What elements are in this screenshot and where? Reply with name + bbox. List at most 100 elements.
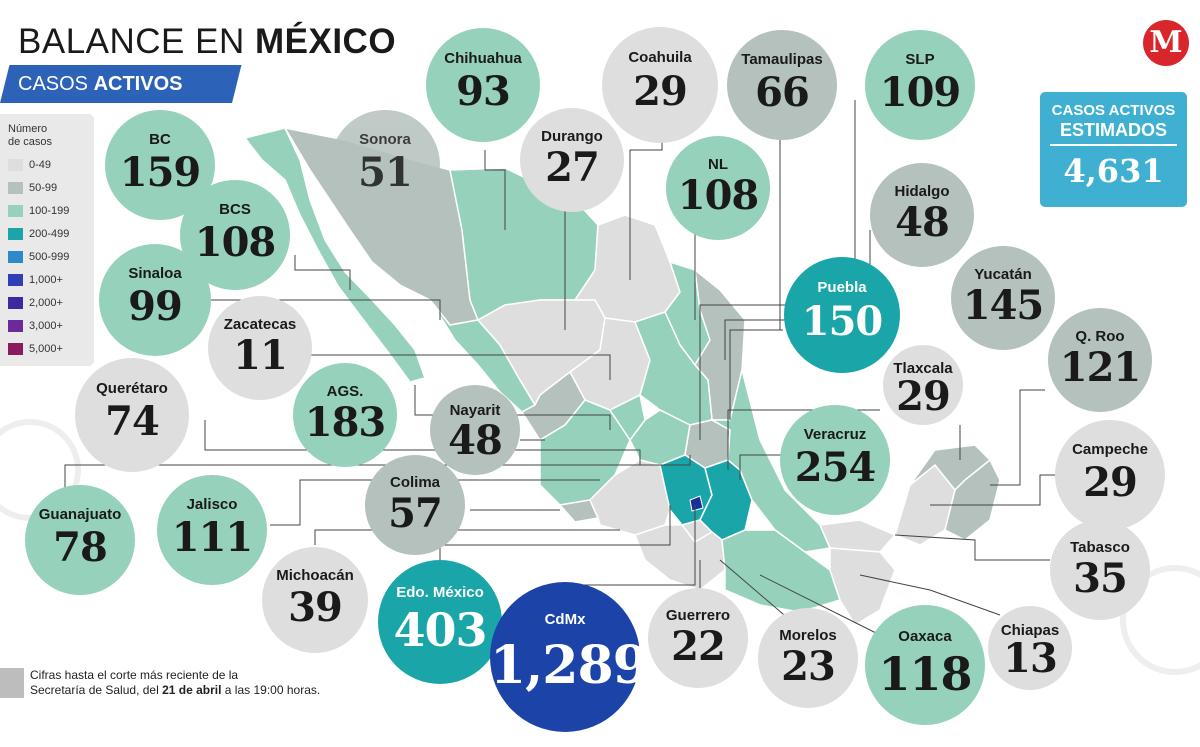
state-bubble-yucatan: Yucatán 145 (951, 246, 1055, 350)
footnote-line2-pre: Secretaría de Salud, del (30, 683, 163, 697)
state-value: 183 (304, 399, 387, 447)
milenio-logo: M (1143, 20, 1189, 66)
state-name: Sonora (359, 130, 411, 148)
legend-item: 2,000+ (8, 296, 63, 310)
legend-label: 3,000+ (29, 320, 63, 332)
region-jalisco (539, 399, 631, 506)
state-name: Chiapas (1000, 621, 1060, 639)
state-value: 11 (233, 332, 288, 380)
state-value: 39 (288, 584, 343, 632)
state-name: Colima (389, 474, 440, 491)
state-name: Jalisco (186, 495, 238, 513)
page-title: BALANCE EN MÉXICO (18, 22, 396, 62)
legend-swatch (8, 297, 23, 309)
state-value: 145 (962, 282, 1045, 330)
legend-label: 5,000+ (29, 343, 63, 355)
estimate-label-line1: CASOS ACTIVOS (1051, 102, 1176, 119)
state-bubble-michoacan: Michoacán 39 (262, 547, 368, 653)
state-value: 57 (388, 490, 443, 537)
legend-item: 5,000+ (8, 342, 63, 356)
state-name: Guerrero (665, 607, 731, 624)
state-bubble-chihuahua: Chihuahua 93 (426, 28, 540, 142)
state-name: Tlaxcala (893, 360, 953, 378)
footnote-line2: Secretaría de Salud, del 21 de abril a l… (30, 683, 320, 698)
legend-title: Número de casos (8, 123, 52, 149)
state-bubble-sinaloa: Sinaloa 99 (99, 244, 211, 356)
state-bubble-tabasco: Tabasco 35 (1050, 520, 1150, 620)
state-name: Morelos (779, 627, 837, 644)
state-name: Coahuila (628, 49, 692, 67)
state-name: Puebla (817, 279, 867, 297)
legend-swatch (8, 343, 23, 355)
subtitle-light: CASOS (18, 73, 94, 95)
state-bubble-puebla: Puebla 150 (784, 257, 900, 373)
region-guerrero (634, 524, 726, 591)
state-bubble-cdmx: CdMx 1,289 (490, 582, 649, 732)
state-name: BCS (219, 200, 251, 218)
note-marker (0, 668, 24, 698)
legend-label: 100-199 (29, 205, 70, 217)
region-veracruz (709, 369, 832, 553)
legend-label: 1,000+ (29, 274, 63, 286)
state-name: Zacatecas (223, 315, 297, 333)
legend-item: 1,000+ (8, 273, 63, 287)
legend-item: 100-199 (8, 204, 69, 218)
state-name: CdMx (544, 610, 586, 628)
state-name: Sinaloa (128, 265, 182, 283)
state-value: 118 (878, 647, 972, 701)
state-bubble-tlaxcala: Tlaxcala 29 (883, 345, 963, 425)
state-value: 109 (879, 68, 962, 116)
title-bold: MÉXICO (254, 22, 397, 61)
state-name: Tamaulipas (741, 50, 823, 68)
legend-label: 500-999 (29, 251, 70, 263)
region-tabasco (818, 519, 897, 553)
state-name: Guanajuato (38, 505, 122, 523)
footnote: Cifras hasta el corte más reciente de la… (30, 668, 320, 698)
state-value: 78 (53, 523, 108, 571)
legend-item: 0-49 (8, 158, 51, 172)
state-bubble-guerrero: Guerrero 22 (648, 588, 748, 688)
state-bubble-q-roo: Q. Roo 121 (1048, 308, 1152, 412)
legend-swatch (8, 251, 23, 263)
state-value: 48 (448, 416, 503, 464)
state-bubble-morelos: Morelos 23 (758, 608, 858, 708)
state-name: Oaxaca (898, 627, 952, 645)
state-name: Q. Roo (1075, 327, 1125, 345)
legend-label: 2,000+ (29, 297, 63, 309)
state-name: Michoacán (276, 567, 354, 585)
state-bubble-coahuila: Coahuila 29 (602, 27, 718, 143)
legend-swatch (8, 228, 23, 240)
state-bubble-sonora: Sonora 51 (330, 110, 440, 220)
state-value: 48 (895, 199, 950, 247)
legend-label: 0-49 (29, 159, 52, 171)
state-value: 22 (671, 623, 726, 670)
estimate-separator (1050, 144, 1177, 146)
state-name: Nayarit (449, 402, 501, 420)
state-value: 29 (1083, 458, 1138, 506)
state-bubble-slp: SLP 109 (865, 30, 975, 140)
state-bubble-durango: Durango 27 (520, 108, 624, 212)
state-value: 111 (171, 513, 254, 561)
legend-swatch (8, 159, 23, 171)
legend-item: 50-99 (8, 181, 57, 195)
state-value: 254 (794, 443, 877, 491)
legend-title-line2: de casos (8, 136, 53, 148)
legend-swatch (8, 182, 23, 194)
subtitle-bold: ACTIVOS (93, 73, 183, 95)
state-name: Campeche (1072, 440, 1148, 458)
estimate-label-line2: ESTIMADOS (1059, 120, 1167, 140)
state-name: Yucatán (974, 265, 1032, 283)
state-value: 121 (1059, 344, 1142, 392)
state-value: 27 (545, 144, 600, 192)
state-name: Hidalgo (894, 182, 950, 200)
state-value: 93 (456, 67, 511, 115)
state-value: 13 (1003, 635, 1058, 683)
region-quintana-roo (944, 458, 1001, 541)
state-value: 99 (128, 283, 183, 331)
footnote-line1: Cifras hasta el corte más reciente de la (30, 668, 239, 682)
state-bubble-edo-mexico: Edo. México 403 (378, 560, 502, 684)
state-bubble-veracruz: Veracruz 254 (780, 405, 890, 515)
state-value: 150 (801, 297, 884, 345)
state-value: 51 (358, 148, 413, 196)
legend-swatch (8, 320, 23, 332)
